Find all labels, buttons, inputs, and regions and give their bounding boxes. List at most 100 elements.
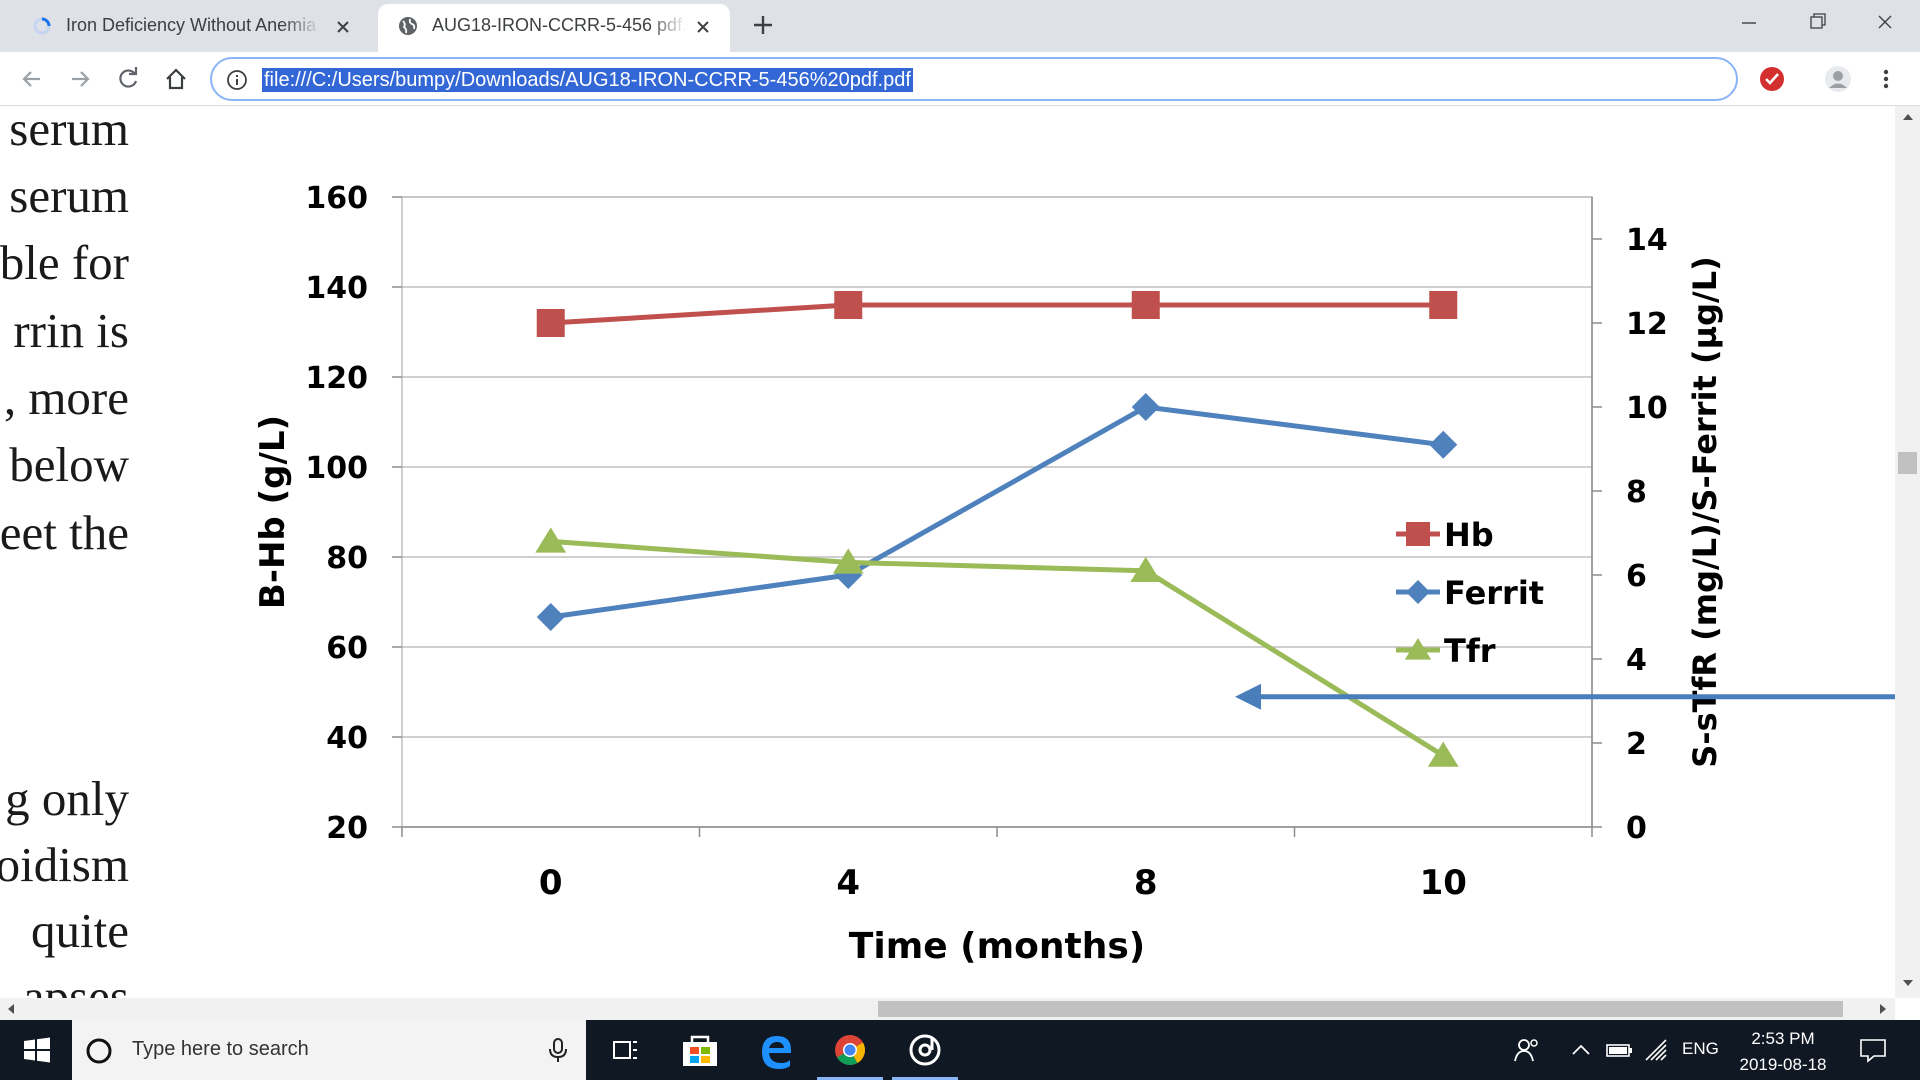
y-axis-label-right: S-sTfR (mg/L)/S-Ferrit (µg/L)	[1686, 256, 1724, 768]
plot-area	[401, 196, 1593, 828]
minimize-icon[interactable]	[1726, 8, 1772, 38]
taskbar-clock[interactable]: 2:53 PM 2019-08-18	[1720, 1026, 1846, 1078]
clock-time: 2:53 PM	[1751, 1029, 1815, 1048]
x-axis-label: Time (months)	[849, 926, 1145, 967]
series-line-hb	[550, 302, 1444, 326]
data-point-tfr	[832, 548, 864, 574]
close-window-icon[interactable]	[1862, 8, 1908, 38]
battery-icon[interactable]	[1604, 1036, 1634, 1064]
tab-iron-deficiency[interactable]: Iron Deficiency Without Anemia	[12, 4, 370, 52]
body-text-line: g only	[5, 771, 129, 826]
notifications-icon[interactable]	[1856, 1036, 1890, 1064]
reload-icon[interactable]	[114, 65, 142, 93]
body-text-line: serum	[9, 168, 129, 223]
address-bar[interactable]: file:///C:/Users/bumpy/Downloads/AUG18-I…	[210, 57, 1738, 101]
y-tick-label-right: 0	[1626, 811, 1647, 846]
vertical-scrollbar[interactable]	[1895, 106, 1920, 998]
close-tab-icon[interactable]	[330, 14, 356, 40]
x-tick-label: 10	[1420, 863, 1467, 903]
pdf-viewport: serum serum ble for rrin is , more below…	[0, 106, 1895, 998]
forward-arrow-icon[interactable]	[66, 65, 94, 93]
legend-label-ferrit: Ferrit	[1444, 574, 1544, 612]
clock-date: 2019-08-18	[1739, 1055, 1827, 1074]
x-tick-label: 8	[1134, 863, 1158, 903]
horizontal-scroll-thumb[interactable]	[878, 1001, 1843, 1017]
profile-avatar-icon[interactable]	[1824, 65, 1852, 93]
y-tick-label-left: 40	[326, 721, 368, 756]
data-point-ferrit	[1429, 430, 1458, 459]
url-text[interactable]: file:///C:/Users/bumpy/Downloads/AUG18-I…	[262, 68, 913, 92]
windows-taskbar: Type here to search	[0, 1020, 1920, 1080]
globe-icon	[399, 17, 417, 35]
extension-icon[interactable]	[1758, 65, 1786, 93]
wifi-icon[interactable]	[1642, 1036, 1672, 1064]
data-point-ferrit	[536, 603, 565, 631]
chrome-icon	[835, 1035, 866, 1066]
search-placeholder: Type here to search	[132, 1038, 309, 1060]
y-tick-label-left: 140	[305, 271, 368, 306]
x-tick-label: 4	[836, 863, 860, 903]
loading-spinner-icon	[33, 17, 51, 35]
scroll-right-arrow-icon[interactable]	[1880, 1004, 1886, 1014]
tab-strip: Iron Deficiency Without Anemia AUG18-IRO…	[0, 0, 1920, 52]
info-icon[interactable]	[226, 69, 248, 91]
task-view-icon[interactable]	[588, 1020, 662, 1080]
back-arrow-icon[interactable]	[18, 65, 46, 93]
y-tick-label-left: 160	[305, 181, 368, 216]
y-tick-label-left: 60	[326, 631, 368, 666]
data-point-hb	[536, 309, 565, 337]
tab-title: AUG18-IRON-CCRR-5-456 pdf.pdf	[432, 15, 687, 35]
annotation-arrowhead-left	[1235, 683, 1261, 710]
browser-toolbar: file:///C:/Users/bumpy/Downloads/AUG18-I…	[0, 52, 1920, 106]
new-tab-icon[interactable]	[748, 10, 778, 40]
vertical-scroll-thumb[interactable]	[1898, 452, 1917, 474]
home-icon[interactable]	[162, 65, 190, 93]
y-tick-label-right: 6	[1626, 559, 1647, 594]
legend-marker-hb	[1406, 522, 1430, 546]
scroll-down-arrow-icon[interactable]	[1903, 980, 1913, 986]
x-tick-label: 0	[539, 863, 563, 903]
body-text-line: apses	[22, 969, 129, 998]
data-point-tfr	[1130, 556, 1162, 582]
language-indicator[interactable]: ENG	[1682, 1039, 1719, 1058]
y-tick-label-left: 120	[305, 361, 368, 396]
groove-music-icon	[909, 1034, 941, 1066]
close-tab-icon[interactable]	[690, 14, 716, 40]
scroll-left-arrow-icon[interactable]	[8, 1004, 14, 1014]
groove-taskbar-button[interactable]	[888, 1020, 962, 1080]
data-point-tfr	[535, 527, 567, 553]
legend-marker-ferrit	[1406, 580, 1430, 604]
y-axis-label-left: B-Hb (g/L)	[253, 415, 293, 609]
restore-icon[interactable]	[1794, 8, 1840, 38]
body-text-line: below	[9, 437, 129, 492]
body-text-line: quite	[31, 903, 129, 958]
edge-icon[interactable]	[739, 1020, 813, 1080]
y-tick-label-left: 20	[326, 811, 368, 846]
tab-title: Iron Deficiency Without Anemia	[66, 15, 317, 35]
scroll-up-arrow-icon[interactable]	[1903, 114, 1913, 120]
tab-pdf[interactable]: AUG18-IRON-CCRR-5-456 pdf.pdf	[378, 4, 730, 52]
legend-marker-tfr	[1404, 638, 1432, 660]
windows-start-icon[interactable]	[0, 1020, 74, 1080]
data-point-hb	[834, 291, 863, 319]
y-tick-label-right: 8	[1626, 475, 1647, 510]
y-tick-label-left: 100	[305, 451, 368, 486]
menu-dots-icon[interactable]	[1872, 65, 1900, 93]
y-tick-label-right: 10	[1626, 391, 1668, 426]
chrome-taskbar-button[interactable]	[813, 1020, 887, 1080]
microphone-icon[interactable]	[544, 1036, 572, 1064]
body-text-line: eet the	[0, 505, 129, 560]
body-text-line: serum	[9, 106, 129, 156]
data-point-hb	[1429, 291, 1458, 319]
series-line-tfr	[550, 538, 1445, 758]
y-tick-label-right: 14	[1626, 223, 1668, 258]
chevron-up-icon[interactable]	[1568, 1036, 1594, 1064]
y-tick-label-left: 80	[326, 541, 368, 576]
data-point-ferrit	[1131, 393, 1160, 421]
data-point-hb	[1131, 291, 1160, 319]
people-icon[interactable]	[1512, 1036, 1542, 1064]
taskbar-search[interactable]: Type here to search	[72, 1020, 586, 1080]
legend-label-hb: Hb	[1444, 516, 1494, 554]
store-icon[interactable]	[663, 1020, 737, 1080]
body-text-line: rrin is	[13, 303, 129, 358]
